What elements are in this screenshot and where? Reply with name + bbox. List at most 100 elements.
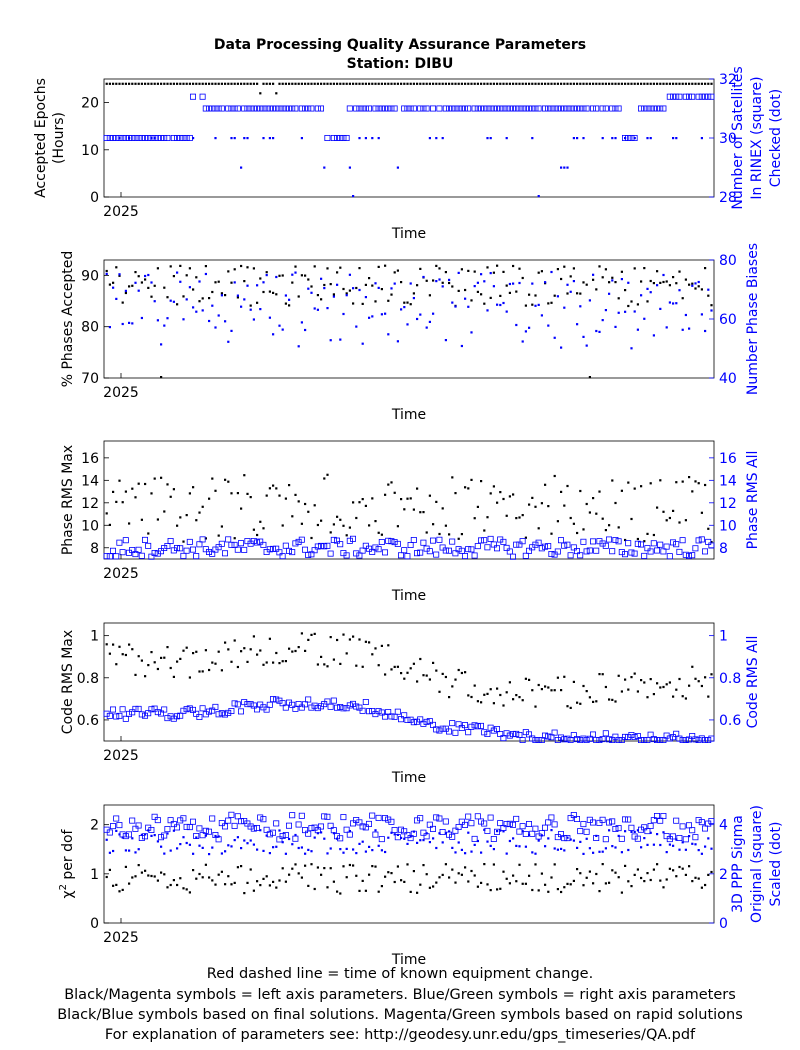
data-dot <box>211 477 214 480</box>
data-square <box>202 105 209 112</box>
data-dot <box>489 492 492 495</box>
data-dot <box>198 82 201 85</box>
data-dot <box>249 868 252 871</box>
data-square <box>676 548 683 555</box>
data-square <box>429 105 436 112</box>
data-square <box>439 725 446 732</box>
data-square <box>676 93 683 100</box>
data-dot <box>448 696 451 699</box>
data-dot <box>377 844 380 847</box>
data-dot <box>585 837 588 840</box>
data-dot <box>460 344 463 348</box>
data-dot <box>476 82 479 85</box>
data-dot <box>668 301 671 304</box>
data-dot <box>508 82 511 85</box>
data-square <box>682 836 689 843</box>
data-dot <box>515 880 518 883</box>
data-square <box>308 105 315 112</box>
data-dot <box>704 483 707 487</box>
data-square <box>116 822 123 829</box>
data-dot <box>278 829 281 832</box>
data-square <box>705 93 712 100</box>
data-dot <box>259 520 262 523</box>
data-dot <box>512 82 515 85</box>
data-dot <box>323 867 326 870</box>
data-square <box>477 818 484 825</box>
data-square <box>705 737 712 744</box>
data-square <box>542 824 549 831</box>
data-dot <box>684 82 687 85</box>
data-dot <box>150 82 153 85</box>
data-square <box>177 712 184 719</box>
data-dot <box>518 696 521 699</box>
data-square <box>346 105 353 112</box>
data-dot <box>256 533 259 537</box>
data-dot <box>672 302 675 305</box>
data-square <box>145 542 152 549</box>
data-dot <box>400 308 403 311</box>
data-square <box>173 545 180 552</box>
data-square <box>631 134 638 141</box>
data-dot <box>195 276 198 279</box>
data-dot <box>326 886 329 889</box>
data-dot <box>150 295 153 298</box>
data-square <box>455 824 462 831</box>
data-dot <box>556 676 559 679</box>
data-square <box>394 708 401 715</box>
data-dot <box>489 272 492 275</box>
data-dot <box>704 82 707 85</box>
data-square <box>663 543 670 550</box>
data-dot <box>297 82 300 85</box>
data-dot <box>630 517 633 521</box>
data-square <box>558 831 565 838</box>
data-dot <box>224 641 227 644</box>
data-dot <box>576 846 579 849</box>
data-dot <box>553 336 556 339</box>
data-square <box>702 548 709 555</box>
data-dot <box>624 830 627 833</box>
data-square <box>628 549 635 556</box>
data-square <box>650 817 657 824</box>
data-dot <box>556 888 559 891</box>
data-dot <box>246 881 249 884</box>
data-dot <box>700 511 703 514</box>
data-dot <box>585 690 588 693</box>
data-dot <box>272 661 275 664</box>
data-dot <box>592 700 595 703</box>
data-dot <box>595 329 598 333</box>
data-square <box>417 815 424 822</box>
data-dot <box>636 82 639 85</box>
data-dot <box>665 683 668 686</box>
data-square <box>449 538 456 545</box>
data-square <box>545 105 552 112</box>
data-dot <box>329 531 332 534</box>
data-square <box>580 821 587 828</box>
data-square <box>500 105 507 112</box>
data-dot <box>288 304 291 307</box>
data-dot <box>598 673 601 676</box>
data-dot <box>118 890 121 893</box>
data-square <box>622 134 629 141</box>
data-dot <box>400 498 403 501</box>
data-dot <box>643 267 646 270</box>
data-square <box>602 836 609 843</box>
data-square <box>599 736 606 743</box>
data-dot <box>441 137 444 140</box>
data-square <box>654 813 661 820</box>
data-square <box>692 736 699 743</box>
data-dot <box>300 274 303 277</box>
data-dot <box>467 82 470 85</box>
data-dot <box>198 670 201 673</box>
data-dot <box>188 492 191 495</box>
data-dot <box>236 836 239 839</box>
data-dot <box>691 880 694 883</box>
data-dot <box>323 477 326 480</box>
data-dot <box>627 688 630 691</box>
data-square <box>526 731 533 738</box>
data-dot <box>601 850 604 853</box>
data-dot <box>672 137 675 140</box>
data-dot <box>649 878 652 882</box>
data-dot <box>268 82 271 85</box>
data-dot <box>208 297 211 300</box>
left-tick-label: 1 <box>90 867 99 883</box>
